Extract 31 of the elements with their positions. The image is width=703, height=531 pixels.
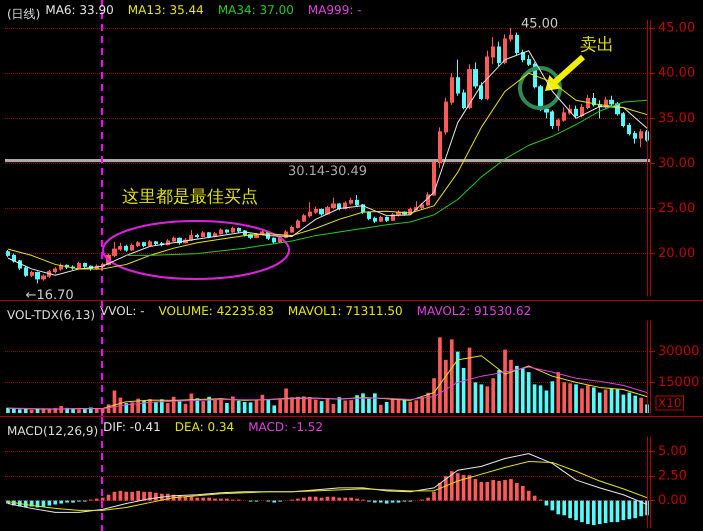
y-tick-label: 35.00 <box>658 110 696 126</box>
y-tick-label: 30.00 <box>658 156 696 171</box>
text: MA34: 37.00 <box>218 3 294 17</box>
y-tick-label: 2.50 <box>658 468 687 484</box>
text: DEA: 0.34 <box>174 420 234 434</box>
text: MA6: 33.90 <box>45 3 114 17</box>
y-tick-label: 15000 <box>658 374 700 390</box>
text: VVOL: - <box>100 304 145 318</box>
chart-title: MACD(12,26,9) <box>7 424 98 438</box>
annotation: ←16.70 <box>26 288 74 303</box>
annotation: 45.00 <box>520 16 558 32</box>
annotation: X10 <box>658 396 682 410</box>
annotation: 卖出 <box>580 35 614 55</box>
y-tick-label: 40.00 <box>658 66 696 81</box>
text: MA13: 35.44 <box>128 3 204 17</box>
y-tick-label: 30000 <box>658 344 700 360</box>
chart-title: (日线) <box>7 7 40 21</box>
y-tick-label: 20.00 <box>658 246 696 262</box>
text: MACD: -1.52 <box>248 420 324 434</box>
text: MA999: - <box>308 3 362 17</box>
band-label: 30.14-30.49 <box>288 164 368 180</box>
chart-title: VOL-TDX(6,13) <box>7 308 96 322</box>
text: VOLUME: 42235.83 <box>158 304 274 318</box>
annotation: 这里都是最佳买点 <box>122 187 258 207</box>
text: MAVOL2: 91530.62 <box>416 304 532 318</box>
text: MAVOL1: 71311.50 <box>288 304 403 318</box>
y-tick-label: 0.00 <box>658 493 687 508</box>
y-tick-label: 25.00 <box>658 201 696 216</box>
text: DIF: -0.41 <box>103 420 161 434</box>
y-tick-label: 45.00 <box>658 20 696 36</box>
y-tick-label: 5.00 <box>658 444 687 460</box>
